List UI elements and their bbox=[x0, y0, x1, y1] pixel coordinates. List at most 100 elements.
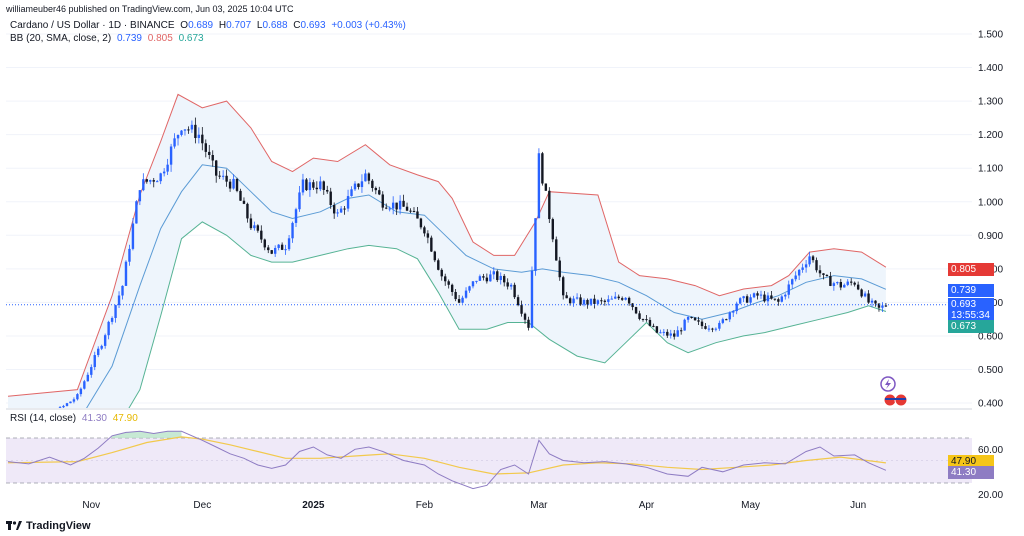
candlesticks bbox=[7, 117, 888, 421]
candle-body bbox=[641, 318, 645, 320]
open-value: 0.689 bbox=[188, 20, 214, 31]
candle-body bbox=[287, 238, 291, 250]
event-icons[interactable] bbox=[880, 376, 908, 407]
candle-body bbox=[832, 283, 836, 286]
candle-body bbox=[742, 296, 745, 299]
candle-body bbox=[513, 284, 516, 298]
rsi-tick: 60.00 bbox=[978, 445, 1003, 456]
candle-body bbox=[346, 196, 350, 209]
rsi-line bbox=[7, 430, 887, 490]
publish-info: williameuber46 published on TradingView.… bbox=[6, 4, 294, 14]
candle-body bbox=[409, 210, 412, 212]
candle-body bbox=[100, 345, 103, 349]
candle-body bbox=[464, 290, 468, 298]
candle-body bbox=[620, 298, 624, 300]
candle-body bbox=[405, 206, 409, 211]
candle-body bbox=[204, 143, 207, 152]
candle-body bbox=[541, 153, 544, 184]
candle-body bbox=[506, 282, 509, 287]
rsi-legend[interactable]: RSI (14, close) 41.30 47.90 bbox=[10, 413, 141, 424]
candle-body bbox=[437, 260, 440, 270]
candle-body bbox=[551, 219, 554, 240]
candle-body bbox=[593, 298, 596, 304]
candle-body bbox=[749, 297, 752, 303]
candle-body bbox=[471, 281, 475, 287]
candle-body bbox=[315, 187, 319, 190]
candle-body bbox=[666, 331, 669, 336]
candle-body bbox=[468, 286, 471, 291]
candle-body bbox=[194, 124, 197, 139]
rsi-value: 41.30 bbox=[81, 413, 107, 424]
candle-body bbox=[72, 399, 76, 402]
candle-body bbox=[870, 300, 874, 303]
candle-body bbox=[489, 274, 492, 282]
candle-body bbox=[416, 211, 419, 219]
candle-body bbox=[884, 305, 888, 307]
rsi-axis: 60.00 20.00 bbox=[978, 445, 1003, 501]
candle-body bbox=[357, 183, 360, 188]
candle-body bbox=[856, 284, 860, 290]
tradingview-logo[interactable]: TradingView bbox=[6, 520, 91, 532]
candle-body bbox=[825, 275, 829, 277]
bb-legend[interactable]: BB (20, SMA, close, 2) 0.739 0.805 0.673 bbox=[10, 33, 207, 44]
candle-body bbox=[669, 333, 672, 336]
time-tick: Mar bbox=[530, 500, 548, 511]
price-tick: 1.500 bbox=[978, 30, 1003, 41]
candle-body bbox=[128, 248, 131, 262]
candle-body bbox=[638, 313, 641, 319]
candle-body bbox=[853, 282, 856, 285]
rsi-overbought-fill bbox=[112, 431, 182, 438]
candle-body bbox=[277, 244, 280, 248]
candle-body bbox=[246, 203, 249, 219]
tradingview-logo-icon bbox=[6, 521, 22, 530]
candle-body bbox=[183, 129, 187, 131]
candle-body bbox=[215, 160, 218, 176]
price-tick: 0.500 bbox=[978, 365, 1003, 376]
symbol-legend[interactable]: Cardano / US Dollar · 1D · BINANCE O0.68… bbox=[10, 20, 409, 31]
candle-body bbox=[648, 319, 652, 326]
candle-body bbox=[263, 239, 266, 248]
candle-body bbox=[711, 328, 714, 330]
time-tick: Nov bbox=[82, 500, 100, 511]
candle-body bbox=[614, 296, 617, 299]
candle-body bbox=[607, 299, 610, 302]
basis-line bbox=[86, 164, 887, 408]
high-label: H bbox=[218, 20, 227, 31]
candle-body bbox=[738, 298, 742, 304]
candle-body bbox=[291, 222, 294, 239]
candle-body bbox=[138, 190, 142, 202]
candle-body bbox=[301, 179, 305, 193]
price-tick: 0.600 bbox=[978, 331, 1003, 342]
price-tick: 1.000 bbox=[978, 197, 1003, 208]
candle-body bbox=[503, 275, 506, 283]
candle-body bbox=[419, 218, 423, 228]
symbol-title: Cardano / US Dollar · 1D · BINANCE bbox=[10, 20, 175, 31]
candle-body bbox=[558, 260, 561, 278]
candle-body bbox=[794, 275, 797, 280]
candle-body bbox=[7, 420, 9, 421]
price-tick: 1.200 bbox=[978, 130, 1003, 141]
candle-body bbox=[624, 297, 627, 300]
candle-body bbox=[162, 171, 166, 174]
candle-body bbox=[516, 297, 520, 306]
candle-body bbox=[90, 367, 93, 375]
candle-body bbox=[253, 225, 256, 229]
candle-body bbox=[173, 138, 176, 147]
low-value: 0.688 bbox=[262, 20, 288, 31]
candle-body bbox=[683, 319, 686, 331]
candle-body bbox=[534, 218, 537, 271]
candle-body bbox=[391, 202, 395, 209]
candle-body bbox=[69, 401, 72, 404]
candle-body bbox=[176, 134, 180, 139]
candle-body bbox=[114, 305, 117, 318]
candle-body bbox=[523, 313, 527, 320]
candle-body bbox=[714, 328, 718, 330]
open-label: O bbox=[180, 20, 189, 31]
candle-body bbox=[152, 180, 155, 182]
candle-body bbox=[180, 130, 183, 135]
candle-body bbox=[142, 179, 145, 191]
candle-body bbox=[572, 298, 575, 304]
candle-body bbox=[169, 146, 173, 165]
candle-body bbox=[197, 134, 201, 139]
